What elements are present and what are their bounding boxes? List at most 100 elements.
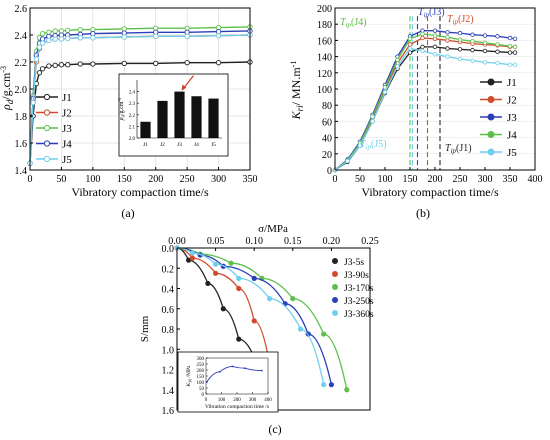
panel-c-inset-plot-frame xyxy=(205,357,269,395)
panel-b-inflection-label-series: (J3) xyxy=(429,7,445,18)
panel-a-ticks: 1.4 1.6 1.8 2.0 2.2 2.4 2.6 0 50 100 150 200 250 300 3… xyxy=(15,4,258,185)
panel-a-data-point-j5 xyxy=(52,36,58,42)
panel-a-x-tick-label: 250 xyxy=(180,174,195,185)
panel-c-inset-y-axis-label-sub: 30 xyxy=(188,379,193,383)
panel-a-data-point-j5 xyxy=(36,44,43,50)
panel-a-inset-y-tick-label: 2.1 xyxy=(129,125,136,130)
panel-a-inset-bar-j5 xyxy=(208,98,219,138)
panel-b-data-point-j1 xyxy=(507,50,513,55)
panel-c-legend-marker-j3-90s xyxy=(332,271,338,277)
panel-c-legend-marker-j3-5s xyxy=(332,258,338,264)
panel-a-inset-y-axis-label-sup: -3 xyxy=(117,97,122,101)
panel-a-inset-x-tick-label: J4 xyxy=(194,142,199,148)
panel-a-legend-label-j5: J5 xyxy=(62,154,72,166)
panel-c-legend-marker-j3-360s xyxy=(332,310,338,316)
panel-b-data-point-j5 xyxy=(482,60,488,65)
panel-a-inset-bar-j1 xyxy=(140,121,151,138)
panel-b-ticks: 0 20 40 60 80 100 120 140 160 180 200 0 50 100 150 200 2… xyxy=(317,4,543,185)
panel-b-x-tick-label: 300 xyxy=(478,174,493,185)
panel-c-data-point-j3-250s xyxy=(328,382,334,388)
panel-b-y-axis-label-sub: ri xyxy=(295,105,305,112)
panel-a-y-tick-label: 1.6 xyxy=(15,139,28,150)
panel-b-data-point-j5 xyxy=(407,46,413,51)
panel-c-legend-marker-j3-170s xyxy=(332,284,338,290)
panel-b-data-point-j5 xyxy=(495,60,500,66)
panel-a-inset-bar-j4 xyxy=(191,96,202,138)
panel-a-y-tick-label: 2.0 xyxy=(15,85,28,96)
panel-a-data-point-j5 xyxy=(58,36,65,42)
panel-a-x-tick-label: 50 xyxy=(56,174,66,185)
panel-b-legend: J1 J2 J3 J4 J5 xyxy=(480,77,517,159)
panel-b-x-tick-label: 250 xyxy=(453,174,468,185)
panel-b-y-tick-label: 160 xyxy=(317,36,332,47)
panel-c-legend-label-j3-170s: J3-170s xyxy=(344,284,374,294)
panel-a-data-point-j1 xyxy=(184,60,190,66)
panel-b-y-tick-label: 0 xyxy=(327,166,332,177)
panel-c-y-tick-label: 1.4 xyxy=(162,386,175,397)
panel-c-x-tick-label: 0.00 xyxy=(168,236,186,247)
panel-a-inset-bar-chart: 2.0 2.1 2.2 2.3 2.4 J1 J2 J3 J4 J5 ρd/g.cm-3 xyxy=(117,73,229,157)
panel-b-inflection-label-main: T xyxy=(447,14,454,25)
panel-a-data-point-j3 xyxy=(52,28,58,34)
panel-a-inset-y-tick-label: 2.0 xyxy=(129,137,136,142)
panel-b-data-point-j5 xyxy=(507,62,513,67)
panel-b-y-tick-label: 20 xyxy=(322,150,332,161)
panel-a-series-line-j5 xyxy=(29,34,251,164)
panel-c-legend-marker-j3-250s xyxy=(332,297,338,303)
panel-c-data-point-j3-5s xyxy=(236,336,242,342)
panel-c-data-point-j3-360s xyxy=(297,326,304,332)
panel-c-legend: J3-5s J3-90s J3-170s J3-250s J3-360s xyxy=(332,258,374,320)
panel-c-y-tick-label: 0.4 xyxy=(162,285,175,296)
panel-a-data-point-j1 xyxy=(46,63,52,69)
panel-a-inset-y-axis-label-unit: /g.cm xyxy=(119,101,125,115)
panel-b-data-point-j3 xyxy=(512,36,518,41)
panel-a-x-tick-label: 350 xyxy=(243,174,258,185)
panel-c-data-point-j3-360s xyxy=(236,275,242,281)
panel-b-data-point-j5 xyxy=(512,62,518,67)
panel-b-data-point-j5 xyxy=(370,119,375,124)
panel-b-legend-label-j2: J2 xyxy=(507,95,517,107)
panel-c-inset-y-axis-label-main: K xyxy=(186,382,192,387)
panel-b-data-point-j3 xyxy=(457,30,463,36)
panel-c-x-tick-label: 0.20 xyxy=(323,236,341,247)
panel-a-legend-label-j4: J4 xyxy=(62,139,72,151)
panel-a-data-point-j1 xyxy=(36,70,43,76)
panel-b-legend-marker-j5 xyxy=(487,148,495,156)
panel-a-data-point-j5 xyxy=(215,33,222,39)
panel-b-inflection-label-series: (J4) xyxy=(351,17,367,28)
panel-c-y-tick-label: 0.2 xyxy=(162,264,175,275)
panel-c-inset-y-tick-label: 200 xyxy=(197,369,205,374)
panel-c-inset-y-tick-label: 100 xyxy=(197,381,205,386)
panel-b-legend-label-j1: J1 xyxy=(507,77,517,89)
panel-a-inset-y-axis-label: ρd/g.cm-3 xyxy=(117,97,126,121)
panel-c: 0.0 0.2 0.4 0.6 0.8 1.0 1.2 1.4 1.6 0.00 0.05 0.10 0… xyxy=(139,223,379,436)
panel-c-label: (c) xyxy=(268,422,281,436)
panel-c-inset-y-axis-label-unit: /MPa xyxy=(186,365,192,379)
panel-a-data-point-j5 xyxy=(33,56,39,62)
panel-a-y-tick-label: 2.4 xyxy=(15,31,28,42)
panel-a: 1.4 1.6 1.8 2.0 2.2 2.4 2.6 0 50 100 150 200 250 300 3… xyxy=(0,4,258,220)
panel-b-inflection-label-sub: ip xyxy=(424,11,430,19)
panel-a-data-point-j5 xyxy=(46,37,52,44)
panel-b-legend-marker-j1 xyxy=(487,78,495,86)
panel-c-ticks: 0.0 0.2 0.4 0.6 0.8 1.0 1.2 1.4 1.6 0.00 0.05 0.10 0… xyxy=(162,236,379,417)
panel-a-inset-arrowhead xyxy=(181,84,187,91)
panel-c-inset-y-tick-label: 300 xyxy=(197,357,205,362)
panel-b-y-tick-label: 120 xyxy=(317,69,332,80)
panel-b-data-point-j3 xyxy=(507,35,513,41)
panel-a-y-tick-label: 1.8 xyxy=(15,112,28,123)
panel-b-inflection-label-series: (J2) xyxy=(458,14,474,25)
panel-a-legend: J1 J2 J3 J4 J5 xyxy=(36,92,72,166)
panel-c-inset-x-tick-label: 0 xyxy=(205,398,208,403)
panel-b-data-point-j5 xyxy=(432,51,438,57)
panel-c-data-point-j3-360s xyxy=(213,261,219,267)
panel-b-y-tick-label: 40 xyxy=(322,134,332,145)
panel-a-y-tick-label: 2.2 xyxy=(15,58,28,69)
panel-a-data-point-j5 xyxy=(153,33,159,39)
panel-b-data-point-j2 xyxy=(407,42,413,47)
panel-b-data-point-j5 xyxy=(457,56,463,62)
panel-b-data-point-j1 xyxy=(407,50,413,55)
panel-b-data-point-j1 xyxy=(457,47,463,52)
panel-a-y-axis-label-unit: /g.cm xyxy=(0,72,13,100)
